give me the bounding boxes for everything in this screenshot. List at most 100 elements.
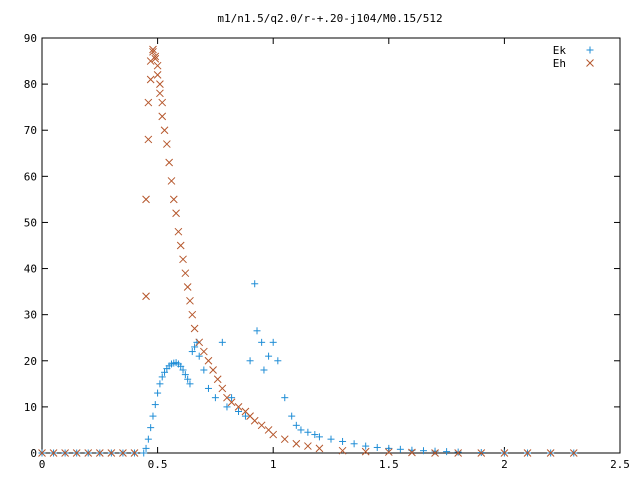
data-point-eh [199,347,208,356]
y-tick-label: 0 [30,447,37,460]
chart-title: m1/n1.5/q2.0/r-+.20-j104/M0.15/512 [217,12,442,25]
data-point-eh [153,61,162,70]
data-point-eh [179,255,187,264]
data-point-ek [223,403,231,411]
data-point-eh [361,447,370,456]
cross-stroke-b [209,366,217,374]
data-point-eh [95,449,104,457]
data-point-ek [396,445,404,453]
data-point-ek [186,380,194,388]
data-point-eh [204,356,213,365]
plot-border [41,37,621,454]
cross-stroke-b [569,449,578,457]
data-point-eh [234,403,243,411]
cross-stroke-b [153,61,162,70]
cross-stroke-b [144,98,153,107]
data-point-eh [38,449,46,457]
data-point-eh [176,241,185,250]
data-point-eh [188,310,197,319]
cross-stroke-b [167,177,176,185]
data-point-eh [181,269,190,278]
cross-stroke-b [246,412,254,420]
x-tick-label: 1.5 [379,458,399,471]
cross-stroke-b [142,292,150,301]
cross-stroke-b [199,347,208,356]
cross-stroke-b [190,324,199,333]
data-point-ek [311,431,319,439]
data-point-eh [408,448,416,457]
cross-stroke-b [234,403,243,411]
cross-stroke-b [384,448,393,456]
data-point-ek [274,357,282,365]
cross-stroke-b [172,209,180,218]
cross-stroke-b [130,449,139,457]
data-point-ek [350,440,358,448]
data-point-eh [338,446,347,455]
data-point-ek [269,338,277,346]
cross-stroke-b [174,227,183,236]
cross-stroke-b [241,407,250,416]
cross-stroke-b [151,54,160,63]
cross-stroke-b [204,356,213,365]
data-point-eh [158,112,167,121]
cross-stroke-b [361,447,370,456]
data-point-eh [227,398,236,407]
data-point-eh [165,158,174,167]
data-point-ek [200,366,208,374]
cross-stroke-b [223,393,231,402]
data-point-ek [241,412,249,420]
data-point-ek [147,424,155,432]
cross-stroke-b [146,75,155,84]
data-point-eh [107,449,116,457]
x-tick-label: 2.5 [610,458,630,471]
data-point-ek [339,437,347,445]
data-point-ek [140,449,148,457]
y-tick-label: 20 [24,355,37,368]
cross-stroke-b [176,241,185,250]
legend-label-eh: Eh [553,57,566,70]
data-point-ek [362,442,370,450]
data-point-ek [144,435,152,443]
cross-stroke-b [477,449,486,457]
data-point-eh [142,195,150,204]
data-point-eh [213,375,222,384]
data-point-eh [162,140,171,148]
data-point-eh [119,449,127,457]
data-point-ek [260,366,268,374]
y-tick-label: 50 [24,216,37,229]
series-layer [38,45,578,457]
cross-stroke-b [142,195,150,204]
cross-stroke-b [158,112,167,121]
cross-stroke-b [156,80,164,88]
cross-stroke-b [338,446,347,455]
data-point-ek [161,368,169,376]
y-tick-label: 30 [24,309,37,322]
data-point-ek [195,352,203,360]
data-point-ek [315,433,323,441]
data-point-ek [204,384,212,392]
cross-stroke-b [304,442,312,450]
cross-stroke-b [149,47,157,56]
y-tick-label: 90 [24,32,37,45]
data-point-eh [151,54,160,63]
data-point-ek [246,357,254,365]
cross-stroke-b [250,416,259,425]
data-point-eh [167,177,176,185]
data-point-eh [183,283,192,291]
x-tick-label: 2 [501,458,508,471]
data-point-ek [149,412,157,420]
data-point-eh [431,449,439,457]
data-point-eh [160,126,169,135]
data-point-ek [265,352,273,360]
data-point-ek [385,444,393,452]
data-point-ek [373,443,381,451]
x-tick-label: 0.5 [148,458,168,471]
x-tick-label: 0 [39,458,46,471]
data-point-eh [218,384,227,393]
data-point-ek [253,327,261,335]
data-point-ek [179,366,187,374]
cross-stroke-b [213,375,222,384]
cross-stroke-b [158,98,167,107]
data-point-eh [61,449,69,457]
